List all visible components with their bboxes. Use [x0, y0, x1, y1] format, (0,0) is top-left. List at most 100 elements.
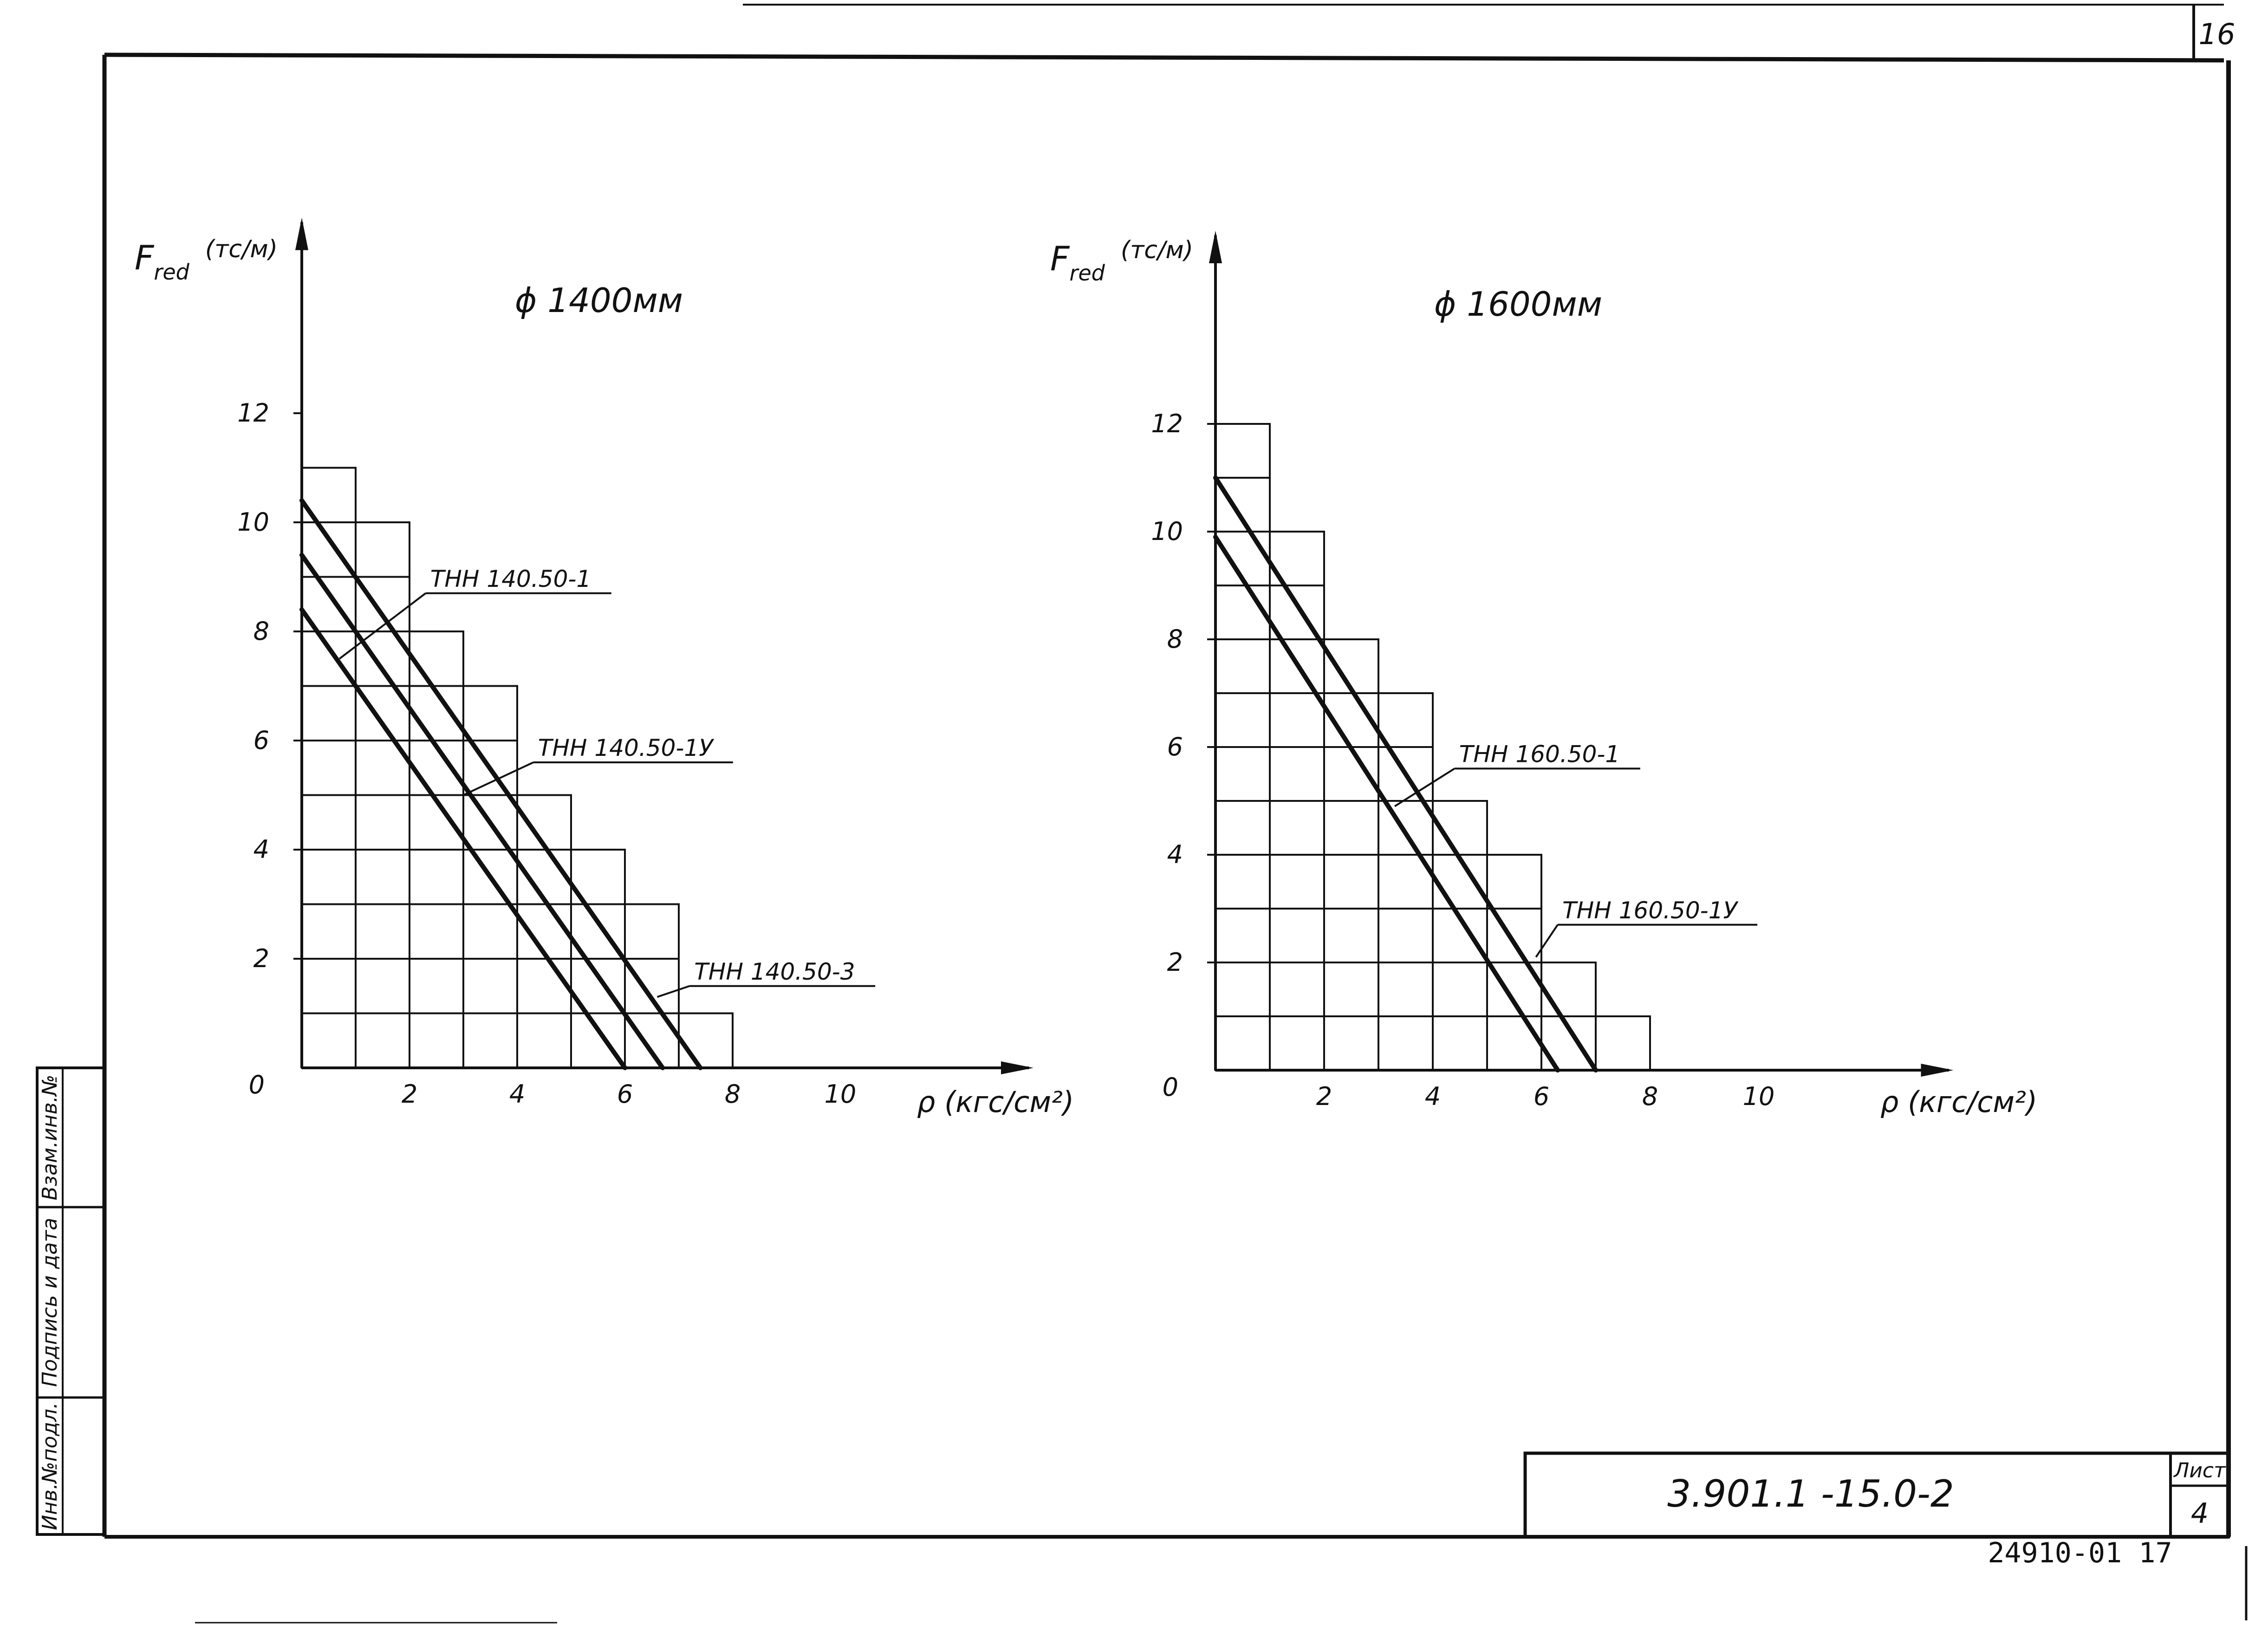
y-axis-label: Fred(тс/м) — [1050, 236, 1193, 286]
grid-cell — [516, 1012, 572, 1069]
series-label: ТНН 140.50-1У — [538, 734, 715, 761]
grid-cell — [1215, 1015, 1271, 1071]
series-label: ТНН 140.50-1 — [430, 566, 591, 592]
tick-labels: 2 4 6 8 10 2 4 6 8 10 12 0 — [237, 398, 856, 1109]
grid-cell — [570, 849, 626, 905]
x-tick-label: 10 — [825, 1079, 857, 1109]
y-tick-label: 2 — [253, 944, 269, 973]
grid-cell — [301, 794, 357, 851]
title-block — [1523, 1451, 2230, 1539]
leader-line — [338, 592, 427, 660]
grid-cell — [409, 849, 464, 905]
x-tick-label: 4 — [509, 1079, 525, 1109]
archive-number: 24910-01 17 — [1988, 1537, 2172, 1569]
y-tick-label: 8 — [1167, 624, 1183, 654]
chart-phi-1600: ТНН 160.50-1 ТНН 160.50-1У 2 4 6 8 10 2 4 6 8 10 12… — [1050, 231, 2037, 1119]
grid-cell — [624, 903, 680, 960]
grid-cells — [1215, 423, 1651, 1071]
grid-cell — [1269, 854, 1325, 910]
x-tick-label: 8 — [725, 1079, 741, 1109]
grid-cell — [1215, 746, 1271, 802]
grid-cell — [624, 958, 680, 1014]
series-label: ТНН 140.50-3 — [694, 958, 855, 985]
series-label: ТНН 160.50-1 — [1459, 741, 1620, 767]
chart-title: ϕ 1400мм — [515, 281, 683, 320]
stamp-original-inventory: Инв.№подл. — [38, 1402, 62, 1530]
y-axis-label: Fred(тс/м) — [135, 235, 278, 285]
series-line — [1213, 475, 1598, 1072]
sheet-number: 4 — [2191, 1497, 2209, 1530]
grid-cell — [1215, 638, 1271, 694]
origin-label: 0 — [249, 1070, 265, 1099]
grid-cell — [1378, 962, 1434, 1017]
x-axis-arrow — [1921, 1064, 1954, 1077]
grid-cell — [355, 903, 410, 960]
x-tick-label: 4 — [1425, 1082, 1441, 1111]
grid-cell — [1323, 800, 1379, 856]
sheet-label: Лист — [2173, 1459, 2226, 1482]
x-tick-label: 6 — [1534, 1082, 1549, 1111]
x-tick-label: 10 — [1743, 1082, 1775, 1111]
line-labels: ТНН 160.50-1 ТНН 160.50-1У — [1394, 741, 1758, 958]
grid-cell — [516, 958, 572, 1014]
series-line — [299, 607, 627, 1070]
leader-line — [463, 761, 534, 796]
x-tick-label: 2 — [1316, 1082, 1332, 1111]
x-tick-label: 8 — [1642, 1082, 1658, 1111]
grid-cell — [462, 958, 518, 1014]
x-axis-arrow — [1001, 1061, 1033, 1074]
axes — [1209, 231, 1954, 1077]
y-tick-label: 10 — [237, 507, 269, 537]
x-tick-label: 2 — [402, 1079, 417, 1109]
y-tick-label: 6 — [1167, 732, 1183, 761]
grid-cell — [409, 903, 464, 960]
leader-line — [1535, 924, 1559, 958]
grid-cell — [1269, 1015, 1325, 1071]
stamp-replacement-inventory: Взам.инв.№ — [38, 1075, 62, 1201]
grid-cell — [516, 794, 572, 851]
grid-cell — [624, 1012, 680, 1069]
grid-cell — [1486, 854, 1542, 910]
grid-cell — [1378, 908, 1434, 963]
grid-cell — [355, 849, 410, 905]
side-stamp: Инв.№подл. Подпись и дата Взам.инв.№ — [36, 1066, 106, 1536]
grid-cell — [1323, 962, 1379, 1017]
grid-cell — [355, 958, 410, 1014]
x-axis-label: ρ (кгс/см²) — [917, 1085, 1074, 1119]
grid-cell — [1432, 962, 1488, 1017]
axes — [295, 217, 1033, 1074]
y-tick-label: 10 — [1151, 517, 1183, 546]
leader-line — [656, 985, 690, 998]
grid-cell — [462, 685, 518, 741]
grid-cell — [1540, 962, 1597, 1017]
stamp-signature-date: Подпись и дата — [38, 1218, 62, 1387]
grid-cell — [355, 521, 410, 578]
line-labels: ТНН 140.50-1 ТНН 140.50-1У ТНН 140.50-3 — [338, 566, 876, 998]
origin-label: 0 — [1163, 1072, 1178, 1102]
grid-cell — [1432, 1015, 1488, 1071]
page-number-box: 16 — [2199, 17, 2236, 51]
grid-cell — [301, 903, 357, 960]
y-tick-label: 6 — [253, 726, 269, 755]
leader-line — [1394, 767, 1455, 807]
y-tick-label: 12 — [1151, 409, 1183, 438]
series-label: ТНН 160.50-1У — [1562, 897, 1739, 924]
series-line — [299, 498, 703, 1070]
grid-cell — [462, 903, 518, 960]
series-lines — [1213, 475, 1598, 1072]
y-axis-arrow — [1209, 231, 1222, 263]
grid-cell — [1215, 800, 1271, 856]
grid-cell — [409, 1012, 464, 1069]
grid-cell — [301, 1012, 357, 1069]
grid-cell — [301, 685, 357, 741]
grid-cell — [355, 794, 410, 851]
grid-cell — [1215, 423, 1271, 479]
document-code: 3.901.1 -15.0-2 — [1667, 1472, 1954, 1515]
grid-cell — [678, 1012, 734, 1069]
tick-labels: 2 4 6 8 10 2 4 6 8 10 12 0 — [1151, 409, 1774, 1111]
grid-cell — [409, 958, 464, 1014]
grid-cell — [409, 630, 464, 687]
grid-cell — [1269, 908, 1325, 963]
chart-phi-1400: ТНН 140.50-1 ТНН 140.50-1У ТНН 140.50-3 2 4… — [135, 217, 1074, 1119]
